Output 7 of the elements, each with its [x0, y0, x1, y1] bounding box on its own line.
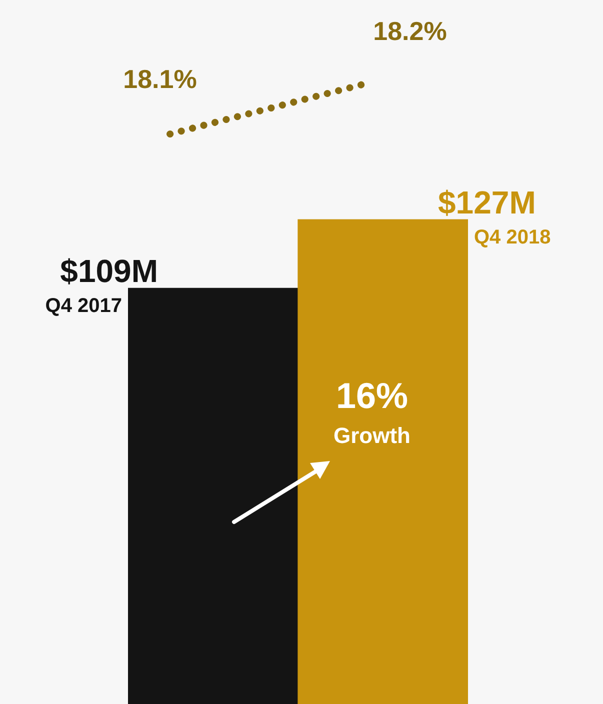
text: Q4 2018	[474, 226, 551, 249]
data-label: $127M	[438, 184, 536, 221]
text: Q4 2017	[45, 295, 122, 318]
text: 18.1%	[123, 64, 197, 94]
text: 18.2%	[373, 16, 447, 46]
annotation: 16% Growth	[334, 375, 410, 448]
data-label: $109M	[60, 253, 158, 290]
